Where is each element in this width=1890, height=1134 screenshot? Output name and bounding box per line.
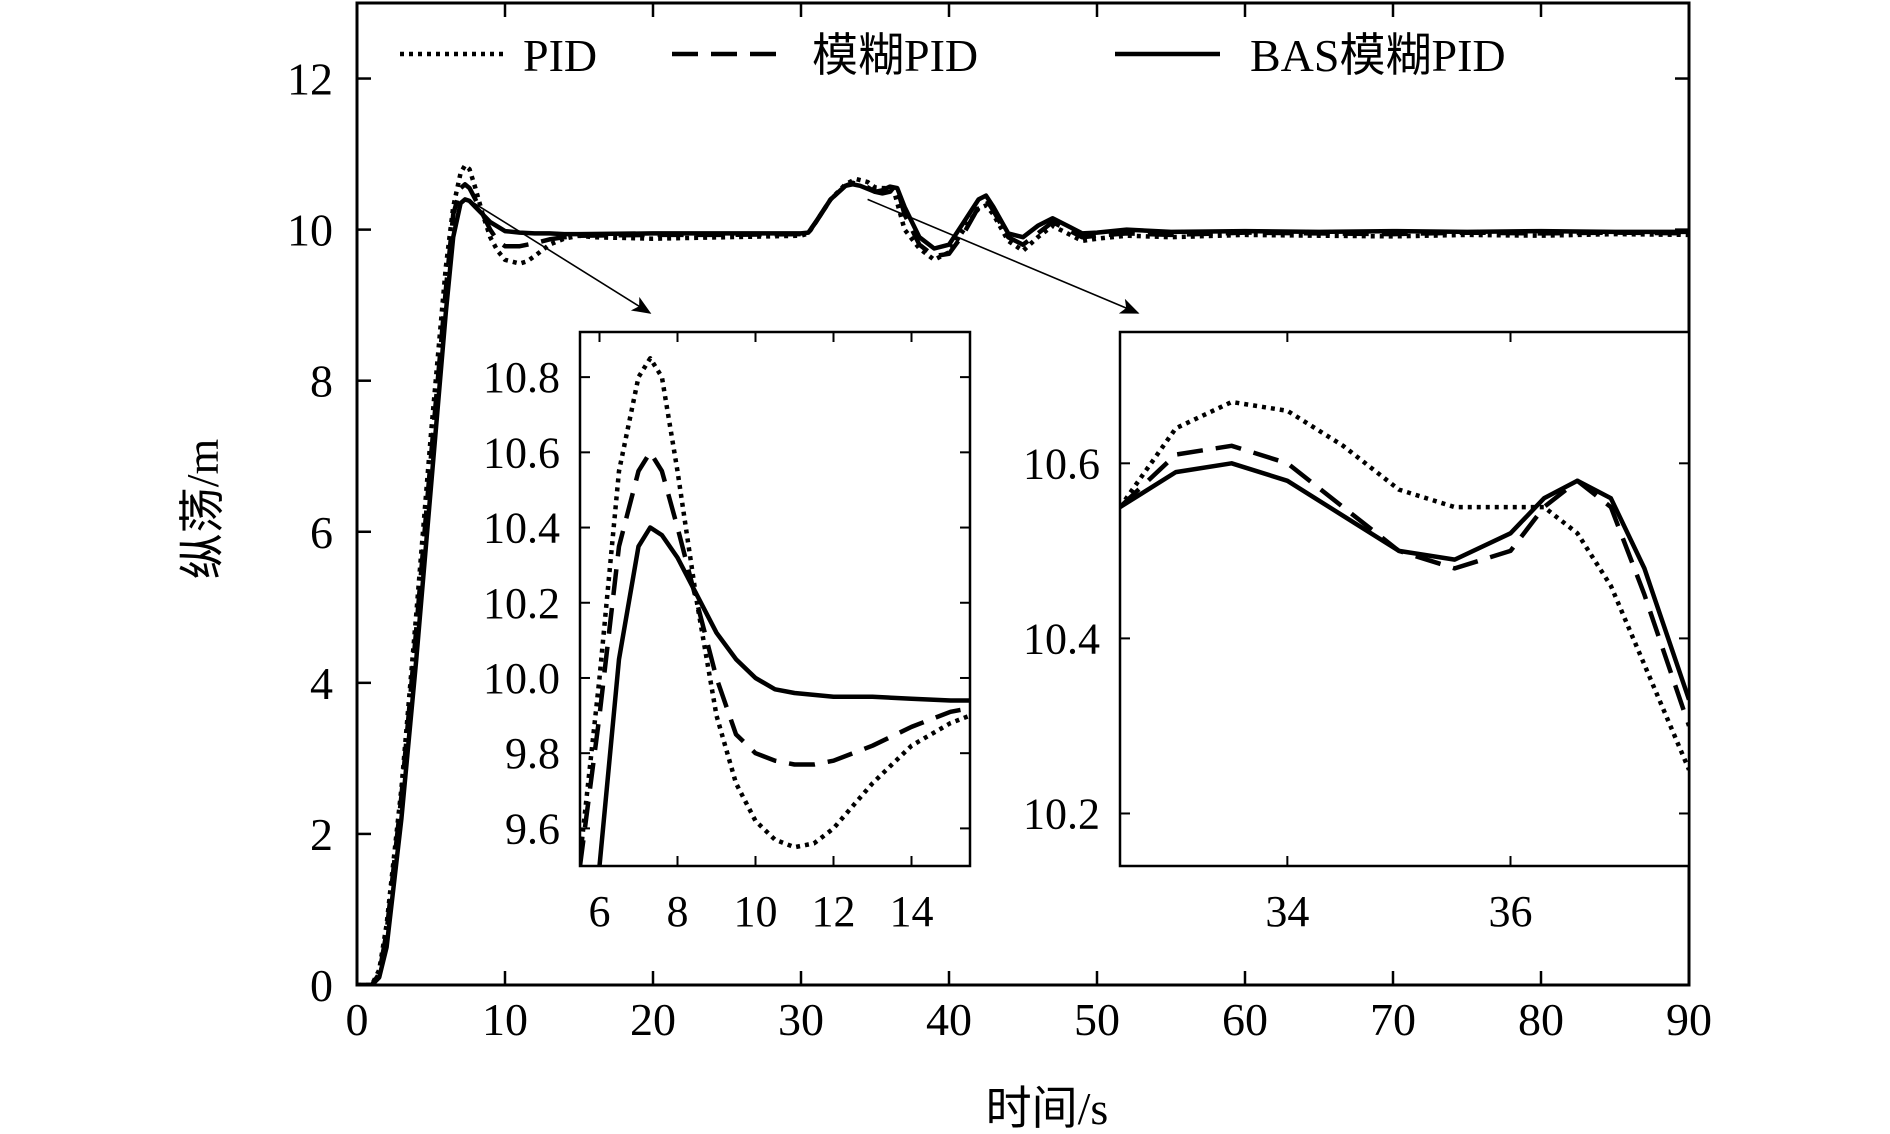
x-tick-label: 0	[346, 994, 369, 1045]
x-tick-label: 70	[1370, 994, 1416, 1045]
y-tick-label: 10	[287, 205, 333, 256]
inset-series-line-pid	[580, 356, 970, 859]
inset-y-tick-label: 10.2	[1023, 789, 1100, 838]
legend: PID 模糊PID BAS模糊PID	[400, 30, 1506, 81]
x-tick-label: 10	[482, 994, 528, 1045]
x-tick-label: 30	[778, 994, 824, 1045]
y-tick-label: 2	[310, 809, 333, 860]
y-tick-label: 6	[310, 507, 333, 558]
x-axis-label: 时间/s	[986, 1083, 1109, 1134]
inset-x-tick-label: 12	[812, 887, 856, 936]
legend-label-pid: PID	[523, 30, 597, 81]
inset-y-tick-label: 10.6	[1023, 439, 1100, 488]
inset-frame	[1118, 330, 1691, 868]
inset-y-tick-label: 9.6	[505, 804, 560, 853]
zoom-pointer-arrow	[867, 198, 1140, 314]
inset-y-tick-label: 10.4	[1023, 614, 1100, 663]
inset-frame	[578, 330, 972, 868]
inset-x-tick-label: 8	[667, 887, 689, 936]
x-tick-label: 50	[1074, 994, 1120, 1045]
inset-series-line-bas-fuzzy-pid	[597, 525, 970, 866]
inset-series-line-pid	[1120, 399, 1689, 771]
inset-1: 6 8 10 12 14 9.6 9.8 10.0 10.2 10.4 10.6 10.8	[467, 198, 972, 936]
legend-label-fuzzy-pid: 模糊PID	[812, 30, 978, 81]
main-plot: 0 10 20 30 40 50 60 70 80 90 0 2 4 6 8 10 12	[287, 1, 1712, 1045]
x-tick-label: 40	[926, 994, 972, 1045]
inset-x-tick-label: 10	[734, 887, 778, 936]
inset-series-line-fuzzy-pid	[1120, 443, 1689, 727]
legend-label-bas-fuzzy-pid: BAS模糊PID	[1250, 30, 1506, 81]
inset-x-tick-label: 14	[890, 887, 934, 936]
inset-x-tick-label: 6	[589, 887, 611, 936]
series-line-bas-fuzzy-pid	[357, 182, 1689, 985]
x-tick-label: 60	[1222, 994, 1268, 1045]
zoom-pointer-arrow	[467, 198, 652, 314]
inset-y-tick-label: 10.4	[483, 504, 560, 553]
inset-2: 34 36 10.2 10.4 10.6	[867, 198, 1691, 936]
inset-y-tick-label: 10.6	[483, 428, 560, 477]
x-tick-label: 90	[1666, 994, 1712, 1045]
inset-series-line-fuzzy-pid	[580, 450, 970, 866]
inset-x-tick-label: 34	[1265, 887, 1309, 936]
y-tick-label: 4	[310, 658, 333, 709]
y-tick-label: 8	[310, 356, 333, 407]
inset-x-tick-label: 36	[1488, 887, 1532, 936]
axis-labels: 时间/s 纵荡/m	[177, 439, 1108, 1134]
inset-y-tick-label: 10.2	[483, 579, 560, 628]
y-tick-label: 0	[310, 960, 333, 1011]
x-tick-label: 80	[1518, 994, 1564, 1045]
inset-series-line-bas-fuzzy-pid	[1120, 461, 1689, 701]
x-tick-label: 20	[630, 994, 676, 1045]
inset-y-tick-label: 9.8	[505, 729, 560, 778]
y-axis-label: 纵荡/m	[177, 439, 228, 580]
inset-y-tick-label: 10.8	[483, 353, 560, 402]
insets: 6 8 10 12 14 9.6 9.8 10.0 10.2 10.4 10.6 10.8 34 36 10…	[467, 198, 1691, 936]
inset-y-tick-label: 10.0	[483, 654, 560, 703]
y-tick-label: 12	[287, 54, 333, 105]
